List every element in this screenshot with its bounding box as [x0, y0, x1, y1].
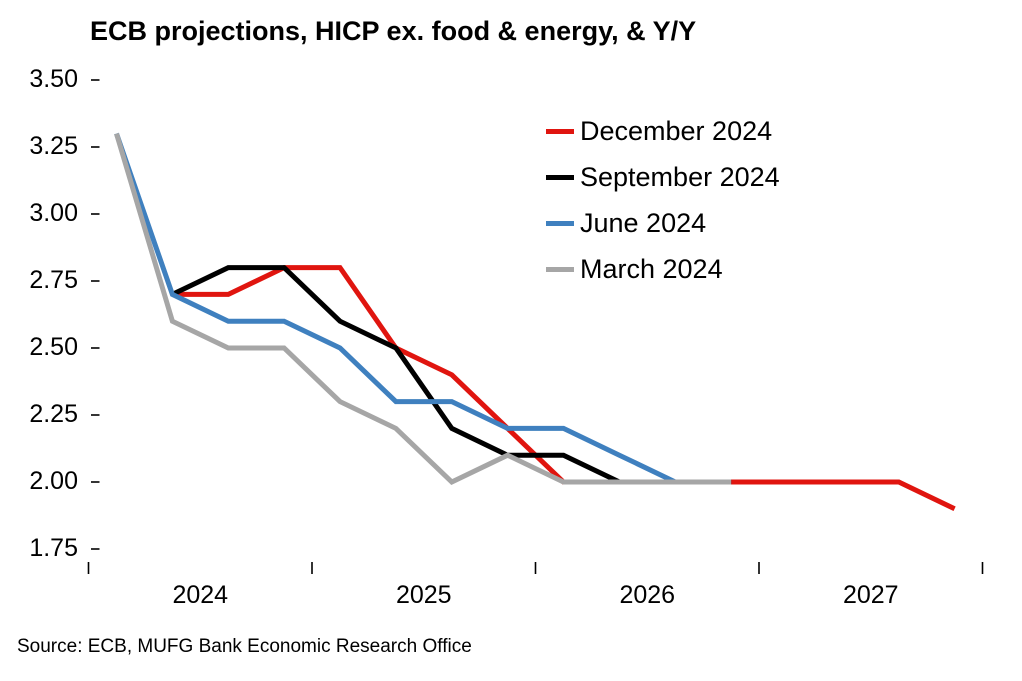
legend: December 2024 September 2024 June 2024 Marc…	[546, 108, 780, 292]
source-note: Source: ECB, MUFG Bank Economic Research…	[17, 636, 472, 657]
series-lines	[114, 132, 956, 512]
series-line-june-2024	[114, 132, 732, 485]
legend-line-swatch-icon	[546, 220, 574, 226]
y-axis-tick-label: 2.75	[29, 266, 78, 294]
legend-line-swatch-icon	[546, 174, 574, 180]
legend-line-swatch-icon	[546, 128, 574, 134]
series-line-march-2024	[114, 132, 732, 486]
y-axis-tick-label: 3.25	[29, 132, 78, 160]
y-axis-tick-label: 2.50	[29, 333, 78, 361]
legend-label: December 2024	[580, 115, 773, 146]
series-line-december-2024	[172, 265, 956, 512]
y-axis-tick-label: 3.50	[29, 65, 78, 93]
y-axis-tick-label: 2.25	[29, 400, 78, 428]
y-axis-tick-label: 2.00	[29, 467, 78, 495]
legend-item-march-2024: March 2024	[546, 246, 780, 292]
legend-item-september-2024: September 2024	[546, 154, 780, 200]
legend-item-june-2024: June 2024	[546, 200, 780, 246]
x-axis-year-label: 2027	[842, 581, 899, 609]
legend-item-december-2024: December 2024	[546, 108, 780, 154]
x-axis-year-label: 2026	[619, 581, 676, 609]
x-axis-year-label: 2025	[395, 581, 452, 609]
legend-label: June 2024	[580, 207, 707, 238]
y-axis-tick-label: 1.75	[29, 534, 78, 562]
legend-line-swatch-icon	[546, 266, 574, 272]
y-axis-tick-label: 3.00	[29, 199, 78, 227]
chart-title: ECB projections, HICP ex. food & energy,…	[90, 16, 697, 46]
axis-ticks	[87, 79, 984, 574]
legend-label: March 2024	[580, 253, 723, 284]
legend-label: September 2024	[580, 161, 780, 192]
x-axis-year-label: 2024	[172, 581, 229, 609]
